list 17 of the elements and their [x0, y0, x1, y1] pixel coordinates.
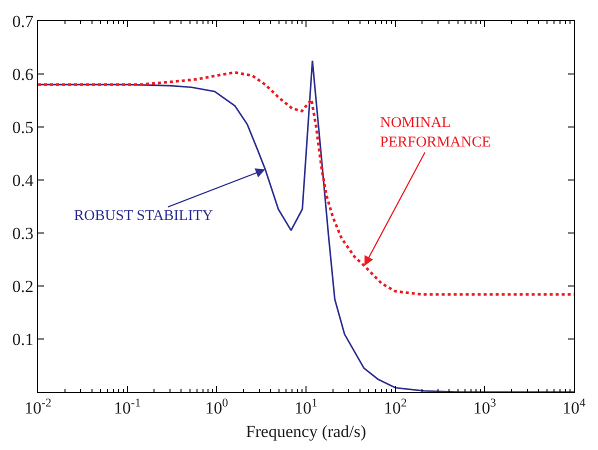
x-axis-title: Frequency (rad/s): [246, 422, 366, 441]
y-tick-label: 0.3: [12, 224, 34, 243]
y-tick-label: 0.7: [12, 12, 34, 31]
x-tick-label: 10$^{4}$: [562, 395, 586, 418]
y-tick-label: 0.6: [12, 64, 34, 84]
x-tick-label: 10$^{3}$: [473, 395, 496, 418]
x-tick-label: 10$^{0}$: [205, 395, 228, 418]
x-tick-label: 10$^{-1}$: [114, 395, 141, 418]
y-tick-label: 0.1: [12, 330, 34, 349]
x-tick-label: 10$^{1}$: [294, 395, 318, 418]
x-tick-label: 10$^{-2}$: [24, 395, 52, 418]
annotation: NOMINAL PERFORMANCE: [380, 115, 491, 150]
y-tick-label: 0.5: [12, 118, 34, 137]
y-tick-label: 0.2: [12, 276, 34, 296]
annotation: ROBUST STABILITY: [74, 208, 214, 224]
y-tick-label: 0.4: [12, 170, 34, 190]
x-tick-label: 10$^{2}$: [384, 395, 407, 418]
